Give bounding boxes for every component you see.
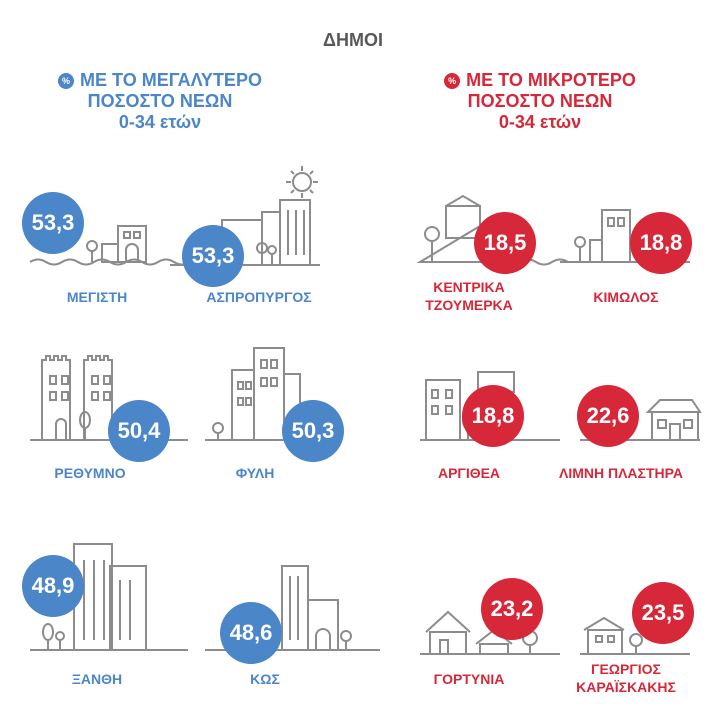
- xanthi-scene: [30, 543, 188, 651]
- right-heading-line-2: ΠΟΣΟΣΤΟ ΝΕΩΝ: [467, 91, 613, 111]
- value-badge: 18,8: [462, 385, 524, 447]
- value-badge: 18,5: [474, 212, 536, 274]
- right-column-heading: % ΜΕ ΤΟ ΜΙΚΡΟΤΕΡΟ ΠΟΣΟΣΤΟ ΝΕΩΝ 0-34 ετών: [390, 70, 690, 133]
- value-badge: 50,4: [108, 400, 170, 462]
- value-badge: 48,6: [220, 602, 282, 664]
- value-badge: 53,3: [182, 225, 244, 287]
- percent-icon: %: [444, 73, 461, 89]
- argithea-scene: [420, 371, 560, 441]
- right-heading-line-1: ΜΕ ΤΟ ΜΙΚΡΟΤΕΡΟ: [466, 70, 636, 90]
- municipality-label: ΓΕΩΡΓΙΟΣ ΚΑΡΑΪΣΚΑΚΗΣ: [541, 660, 706, 696]
- municipality-label: ΑΡΓΙΘΕΑ: [437, 465, 501, 481]
- label-line-1: ΓΕΩΡΓΙΟΣ: [591, 661, 661, 677]
- left-heading-line-1: ΜΕ ΤΟ ΜΕΓΑΛΥΤΕΡΟ: [80, 70, 262, 90]
- karaiskakis-scene: [580, 616, 690, 655]
- label-line-2: ΚΑΡΑΪΣΚΑΚΗΣ: [576, 679, 676, 695]
- value-badge: 48,9: [22, 555, 84, 617]
- label-line-2: ΤΖΟΥΜΕΡΚΑ: [425, 297, 513, 313]
- left-heading-line-3: 0-34 ετών: [118, 112, 202, 132]
- value-badge: 22,6: [577, 385, 639, 447]
- municipality-label: ΚΩΣ: [250, 671, 280, 687]
- value-badge: 23,5: [632, 582, 694, 644]
- left-column-heading: % ΜΕ ΤΟ ΜΕΓΑΛΥΤΕΡΟ ΠΟΣΟΣΤΟ ΝΕΩΝ 0-34 ετών: [10, 70, 310, 133]
- municipality-label: ΡΕΘΥΜΝΟ: [54, 465, 126, 481]
- municipality-label: ΑΣΠΡΟΠΥΡΓΟΣ: [206, 289, 312, 305]
- left-heading-line-2: ΠΟΣΟΣΤΟ ΝΕΩΝ: [87, 91, 233, 111]
- municipality-label: ΞΑΝΘΗ: [71, 671, 123, 687]
- percent-icon: %: [58, 73, 75, 89]
- municipality-label: ΦΥΛΗ: [235, 465, 275, 481]
- page-title: ΔΗΜΟΙ: [323, 30, 383, 50]
- value-badge: 23,2: [481, 578, 543, 640]
- municipality-label: ΚΕΝΤΡΙΚΑ ΤΖΟΥΜΕΡΚΑ: [384, 278, 554, 314]
- right-heading-line-3: 0-34 ετών: [498, 112, 582, 132]
- value-badge: 50,3: [282, 400, 344, 462]
- value-badge: 53,3: [22, 192, 84, 254]
- value-badge: 18,8: [630, 212, 692, 274]
- municipality-label: ΛΙΜΝΗ ΠΛΑΣΤΗΡΑ: [558, 465, 684, 481]
- municipality-label: ΜΕΓΙΣΤΗ: [66, 289, 128, 305]
- municipality-label: ΓΟΡΤΥΝΙΑ: [433, 671, 505, 687]
- label-line-1: ΚΕΝΤΡΙΚΑ: [433, 279, 505, 295]
- municipality-label: ΚΙΜΩΛΟΣ: [593, 289, 659, 305]
